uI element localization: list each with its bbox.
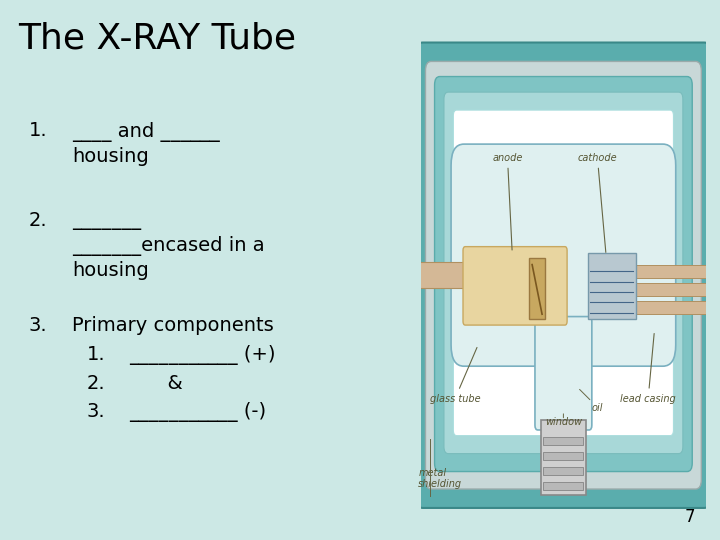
Text: oil: oil — [592, 403, 603, 413]
Text: ___________ (-): ___________ (-) — [130, 402, 266, 422]
Bar — [541, 420, 586, 495]
Text: 2.: 2. — [29, 211, 48, 229]
Polygon shape — [529, 258, 545, 319]
FancyBboxPatch shape — [451, 144, 676, 366]
Text: housing: housing — [72, 261, 149, 280]
Bar — [544, 467, 583, 475]
Text: window: window — [545, 417, 582, 427]
Bar — [544, 451, 583, 460]
Text: lead casing: lead casing — [621, 334, 676, 403]
FancyBboxPatch shape — [454, 110, 673, 436]
Bar — [544, 482, 583, 490]
Text: 1.: 1. — [86, 345, 105, 363]
Text: _______encased in a: _______encased in a — [72, 236, 265, 256]
FancyBboxPatch shape — [426, 62, 701, 489]
Text: metal
shielding: metal shielding — [418, 468, 462, 489]
Text: anode: anode — [492, 153, 523, 250]
Text: ___________ (+): ___________ (+) — [130, 345, 276, 364]
Text: Primary components: Primary components — [72, 316, 274, 335]
Text: 2.: 2. — [86, 374, 105, 393]
Text: The X-RAY Tube: The X-RAY Tube — [18, 22, 296, 56]
Text: ____ and ______: ____ and ______ — [72, 122, 220, 141]
Text: 3.: 3. — [86, 402, 105, 421]
Bar — [544, 436, 583, 445]
Text: cathode: cathode — [577, 153, 617, 252]
Bar — [634, 301, 708, 314]
Text: 1.: 1. — [29, 122, 48, 140]
FancyBboxPatch shape — [444, 92, 683, 454]
Text: _______: _______ — [72, 211, 141, 229]
Bar — [634, 265, 708, 278]
FancyBboxPatch shape — [588, 253, 636, 319]
Text: 3.: 3. — [29, 316, 48, 335]
Text: glass tube: glass tube — [430, 347, 480, 403]
Text: housing: housing — [72, 147, 149, 166]
FancyBboxPatch shape — [415, 43, 711, 508]
Text: &: & — [130, 374, 182, 393]
FancyBboxPatch shape — [435, 77, 692, 471]
Bar — [418, 262, 475, 288]
FancyBboxPatch shape — [463, 247, 567, 325]
Text: 7: 7 — [684, 509, 695, 526]
FancyBboxPatch shape — [535, 316, 592, 430]
Bar — [634, 283, 708, 296]
